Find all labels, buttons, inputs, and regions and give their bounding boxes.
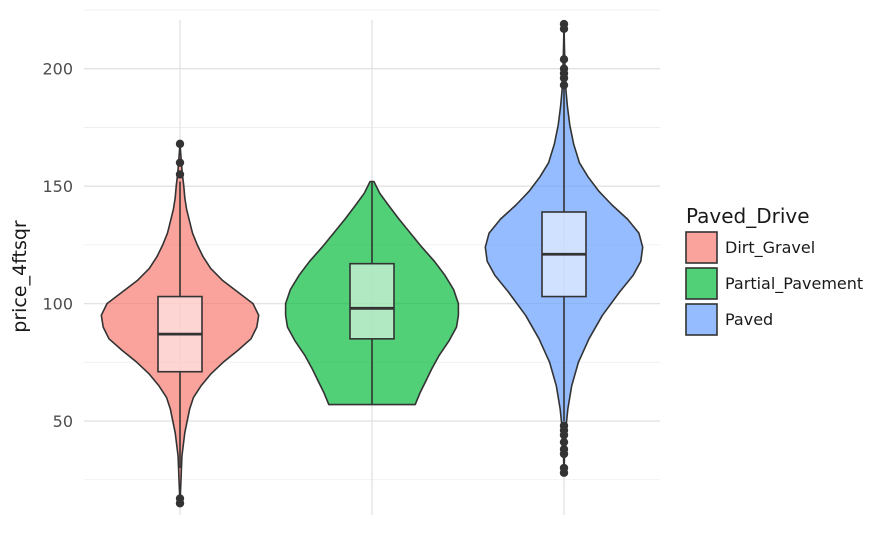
- outlier-point-paved: [559, 421, 569, 430]
- y-axis-ticks: 50 100 150 200: [42, 60, 73, 431]
- legend-label-dirt-gravel: Dirt_Gravel: [725, 238, 815, 258]
- outlier-point-dirt-gravel: [175, 494, 185, 503]
- box-partial-pavement: [349, 262, 395, 340]
- boxplot-layer: [157, 19, 587, 508]
- legend-key-partial-pavement: [685, 267, 718, 300]
- legend-key-paved: [685, 303, 718, 336]
- legend-label-partial-pavement: Partial_Pavement: [725, 274, 863, 294]
- outlier-point-paved: [559, 437, 569, 447]
- y-tick-label: 150: [42, 177, 73, 196]
- outlier-point-paved: [559, 463, 569, 473]
- outlier-point-dirt-gravel: [175, 139, 185, 149]
- outlier-point-dirt-gravel: [175, 170, 185, 179]
- outlier-point-paved: [559, 64, 569, 73]
- legend-key-dirt-gravel: [685, 231, 718, 264]
- y-tick-label: 200: [42, 60, 73, 79]
- outlier-point-paved: [559, 19, 569, 29]
- y-tick-label: 100: [42, 295, 73, 314]
- outlier-point-paved: [559, 80, 569, 90]
- legend-label-paved: Paved: [725, 310, 773, 329]
- y-tick-label: 50: [53, 412, 73, 431]
- legend-title: Paved_Drive: [686, 204, 810, 228]
- legend: Paved_Drive Dirt_Gravel Partial_Pavement P…: [685, 204, 863, 336]
- y-axis-title: price_4ftsqr: [9, 220, 31, 333]
- outlier-point-paved: [559, 55, 569, 64]
- outlier-point-dirt-gravel: [175, 158, 185, 167]
- outlier-point-paved: [559, 445, 569, 454]
